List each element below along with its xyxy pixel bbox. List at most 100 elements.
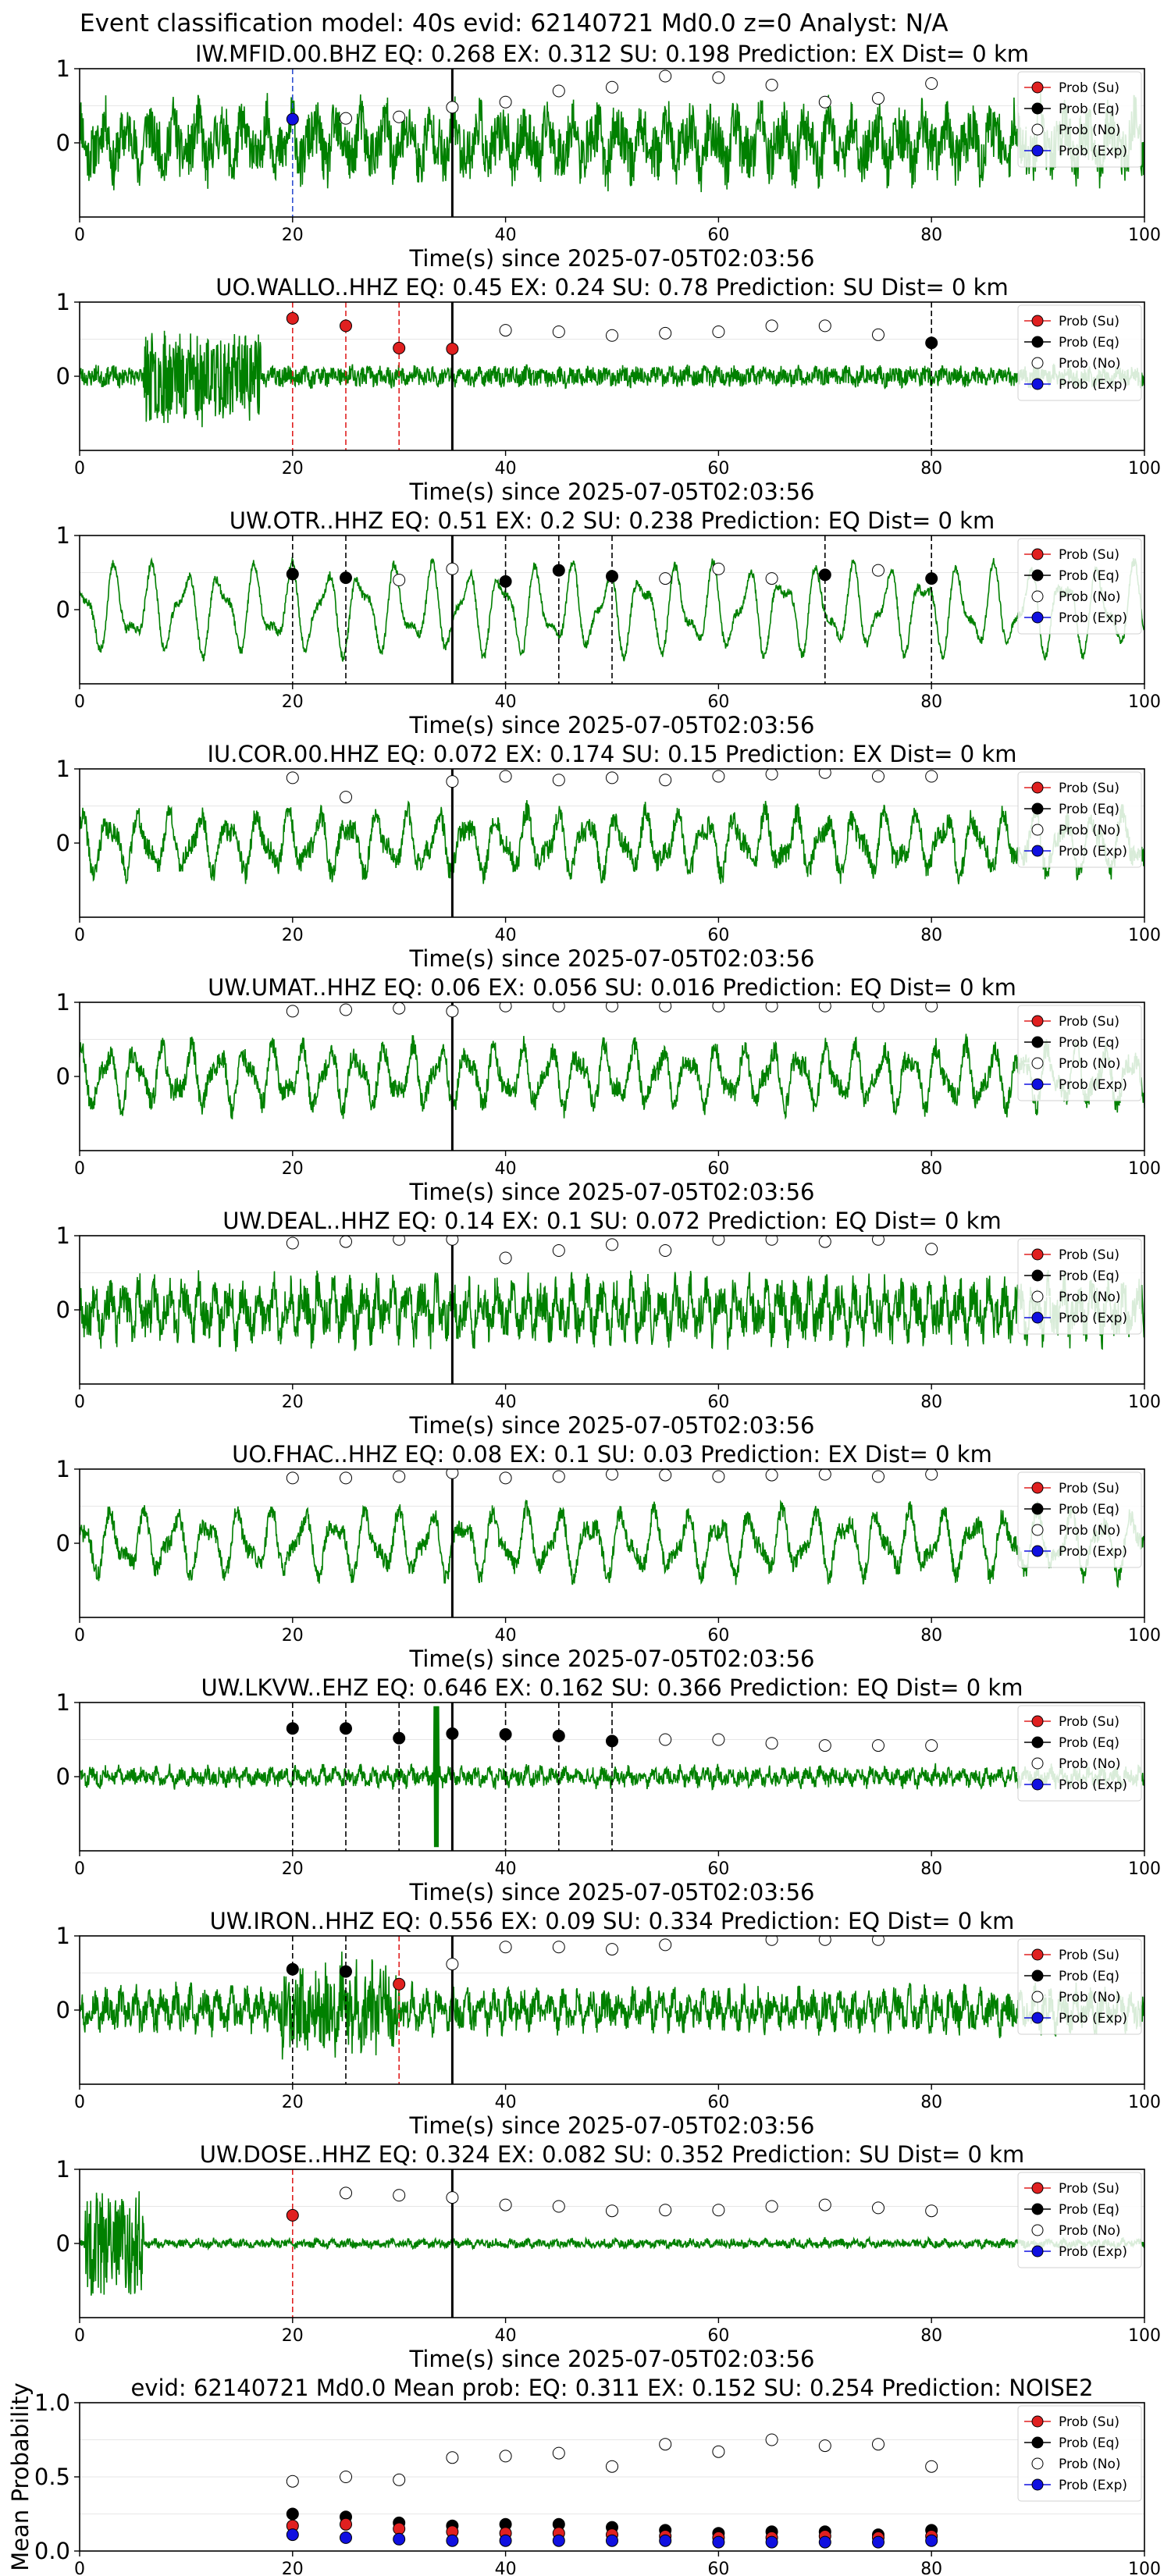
- data-point-prob-exp: [552, 2534, 565, 2547]
- data-point-prob-no: [872, 1236, 884, 1246]
- legend-marker: [1031, 144, 1044, 157]
- waveform-trace: [80, 1034, 1144, 1120]
- legend-label: Prob (Su): [1059, 1481, 1119, 1496]
- panel-4: IU.COR.00.HHZ EQ: 0.072 EX: 0.174 SU: 0.…: [56, 741, 1161, 972]
- data-point-prob-exp: [286, 112, 299, 126]
- data-point-prob-su: [393, 2522, 406, 2535]
- panel-title: UW.DOSE..HHZ EQ: 0.324 EX: 0.082 SU: 0.3…: [200, 2141, 1024, 2168]
- data-point-prob-no: [659, 1469, 672, 1482]
- x-tick-label: 0: [74, 1626, 85, 1646]
- data-point-prob-no: [712, 1002, 725, 1012]
- data-point-prob-no: [712, 562, 725, 575]
- legend-label: Prob (Exp): [1059, 1777, 1127, 1793]
- x-tick-label: 80: [920, 1159, 942, 1179]
- legend-marker: [1031, 102, 1044, 115]
- data-point-prob-exp: [446, 2534, 459, 2547]
- x-tick-label: 20: [282, 926, 304, 945]
- y-tick-label: 1: [56, 522, 70, 549]
- data-point-prob-no: [765, 2433, 778, 2446]
- legend-marker: [1031, 2436, 1044, 2449]
- data-point-prob-no: [499, 2450, 512, 2463]
- y-axis-label: Mean Probability: [7, 2382, 34, 2571]
- x-tick-label: 40: [495, 692, 517, 712]
- x-tick-label: 80: [920, 2093, 942, 2112]
- panel-3: UW.OTR..HHZ EQ: 0.51 EX: 0.2 SU: 0.238 P…: [56, 507, 1161, 738]
- x-tick-label: 60: [707, 1859, 729, 1879]
- y-tick-label: 1: [56, 2156, 70, 2183]
- data-point-prob-no: [925, 77, 938, 90]
- data-point-prob-no: [765, 1737, 778, 1750]
- data-point-prob-no: [286, 771, 299, 785]
- data-point-prob-no: [340, 1471, 352, 1485]
- data-point-prob-su: [340, 319, 352, 333]
- data-point-prob-no: [393, 574, 406, 586]
- data-point-prob-no: [446, 1005, 459, 1018]
- x-axis-label: Time(s) since 2025-07-05T02:03:56: [409, 245, 815, 272]
- legend-label: Prob (No): [1059, 1756, 1121, 1772]
- data-point-prob-su: [446, 342, 459, 355]
- legend-marker: [1031, 1991, 1044, 2003]
- legend-label: Prob (Eq): [1059, 1035, 1119, 1051]
- data-point-prob-no: [818, 1236, 831, 1248]
- legend-marker: [1031, 2203, 1044, 2215]
- data-point-prob-exp: [499, 2534, 512, 2547]
- x-tick-label: 100: [1128, 1393, 1161, 1412]
- x-tick-label: 40: [495, 1859, 517, 1879]
- data-point-prob-eq: [340, 1965, 352, 1978]
- data-point-prob-eq: [552, 564, 565, 577]
- data-point-prob-eq: [286, 1962, 299, 1976]
- data-point-prob-no: [659, 1733, 672, 1746]
- y-tick-label: 1: [56, 55, 70, 82]
- legend-box: [1017, 1238, 1142, 1335]
- y-tick-label: 0: [56, 1063, 70, 1090]
- y-tick-label: 0: [56, 830, 70, 856]
- data-point-prob-no: [925, 1243, 938, 1256]
- data-point-prob-no: [552, 1002, 565, 1012]
- legend-marker: [1031, 1778, 1044, 1791]
- waveform-trace: [80, 1270, 1144, 1352]
- panels: IW.MFID.00.BHZ EQ: 0.268 EX: 0.312 SU: 0…: [7, 41, 1161, 2576]
- panel-11: evid: 62140721 Md0.0 Mean prob: EQ: 0.31…: [7, 2375, 1161, 2576]
- legend-marker: [1031, 1311, 1044, 1324]
- data-point-prob-no: [606, 2204, 618, 2218]
- x-tick-label: 20: [282, 226, 304, 245]
- legend: Prob (Su) Prob (Eq) Prob (No) Prob (Exp): [1017, 2405, 1142, 2502]
- x-tick-label: 100: [1128, 2560, 1161, 2576]
- legend-marker: [1031, 357, 1044, 369]
- x-tick-label: 100: [1128, 926, 1161, 945]
- legend-label: Prob (Eq): [1059, 1969, 1119, 1984]
- data-point-prob-no: [712, 2445, 725, 2458]
- data-point-prob-exp: [659, 2534, 672, 2547]
- x-tick-label: 100: [1128, 2326, 1161, 2346]
- data-point-prob-no: [499, 1941, 512, 1954]
- data-point-prob-no: [925, 2204, 938, 2218]
- legend-marker: [1031, 1715, 1044, 1727]
- legend-label: Prob (Exp): [1059, 2011, 1127, 2026]
- data-point-prob-no: [712, 1236, 725, 1246]
- data-point-prob-no: [446, 2191, 459, 2204]
- panel-title: IW.MFID.00.BHZ EQ: 0.268 EX: 0.312 SU: 0…: [195, 41, 1029, 67]
- data-point-prob-eq: [925, 572, 938, 585]
- legend-label: Prob (Exp): [1059, 610, 1127, 626]
- legend-label: Prob (Eq): [1059, 1502, 1119, 1517]
- panel-7: UO.FHAC..HHZ EQ: 0.08 EX: 0.1 SU: 0.03 P…: [56, 1441, 1161, 1672]
- data-point-prob-no: [499, 95, 512, 109]
- legend: Prob (Su) Prob (Eq) Prob (No) Prob (Exp): [1017, 771, 1142, 868]
- legend: Prob (Su) Prob (Eq) Prob (No) Prob (Exp): [1017, 71, 1142, 168]
- data-point-prob-no: [552, 1470, 565, 1483]
- x-tick-label: 60: [707, 226, 729, 245]
- x-tick-label: 60: [707, 2093, 729, 2112]
- legend-marker: [1031, 81, 1044, 94]
- panel-title: UW.LKVW..EHZ EQ: 0.646 EX: 0.162 SU: 0.3…: [201, 1674, 1023, 1701]
- data-point-prob-no: [765, 1469, 778, 1482]
- data-point-prob-no: [286, 1005, 299, 1018]
- x-tick-label: 60: [707, 1159, 729, 1179]
- x-tick-label: 100: [1128, 459, 1161, 479]
- data-point-prob-eq: [286, 1722, 299, 1735]
- legend-label: Prob (No): [1059, 2457, 1121, 2472]
- y-tick-label: 1: [56, 1689, 70, 1716]
- data-point-prob-no: [659, 572, 672, 585]
- plot-area: [80, 1936, 1144, 2084]
- data-point-prob-su: [393, 1977, 406, 1991]
- x-tick-label: 0: [74, 459, 85, 479]
